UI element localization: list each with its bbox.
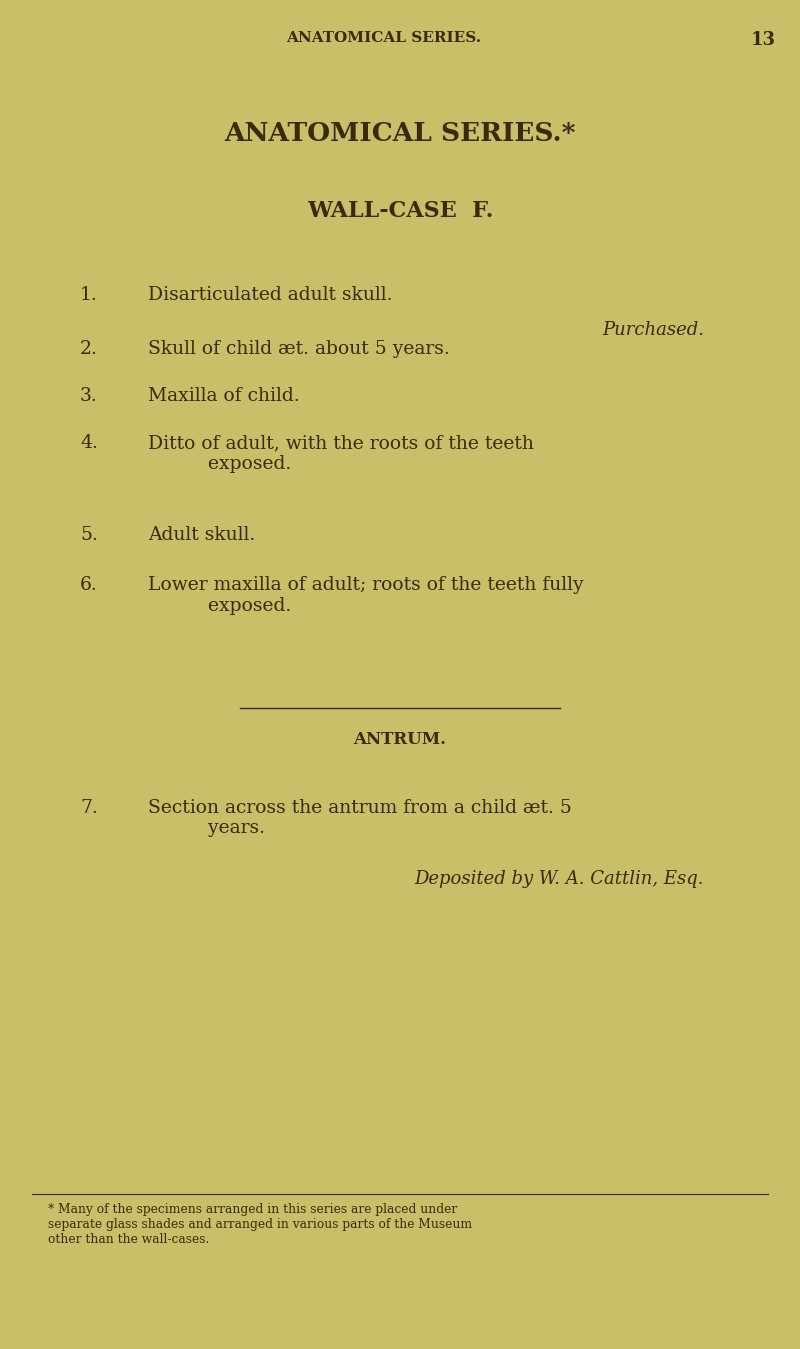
Text: WALL-CASE  F.: WALL-CASE F.	[307, 200, 493, 221]
Text: * Many of the specimens arranged in this series are placed under
separate glass : * Many of the specimens arranged in this…	[48, 1203, 472, 1246]
Text: 3.: 3.	[80, 387, 98, 405]
Text: 2.: 2.	[80, 340, 98, 357]
Text: Section across the antrum from a child æt. 5
          years.: Section across the antrum from a child æ…	[148, 799, 572, 838]
Text: ANATOMICAL SERIES.*: ANATOMICAL SERIES.*	[224, 121, 576, 147]
Text: Lower maxilla of adult; roots of the teeth fully
          exposed.: Lower maxilla of adult; roots of the tee…	[148, 576, 584, 615]
Text: 13: 13	[751, 31, 776, 49]
Text: Adult skull.: Adult skull.	[148, 526, 255, 544]
Text: 1.: 1.	[80, 286, 98, 304]
Text: 7.: 7.	[80, 799, 98, 816]
Text: 5.: 5.	[80, 526, 98, 544]
Text: Disarticulated adult skull.: Disarticulated adult skull.	[148, 286, 393, 304]
Text: Purchased.: Purchased.	[602, 321, 704, 339]
Text: ANATOMICAL SERIES.: ANATOMICAL SERIES.	[286, 31, 482, 45]
Text: ANTRUM.: ANTRUM.	[354, 731, 446, 749]
Text: Skull of child æt. about 5 years.: Skull of child æt. about 5 years.	[148, 340, 450, 357]
Text: Maxilla of child.: Maxilla of child.	[148, 387, 300, 405]
Text: 4.: 4.	[80, 434, 98, 452]
Text: Deposited by W. A. Cattlin, Esq.: Deposited by W. A. Cattlin, Esq.	[414, 870, 704, 888]
Text: 6.: 6.	[80, 576, 98, 594]
Text: Ditto of adult, with the roots of the teeth
          exposed.: Ditto of adult, with the roots of the te…	[148, 434, 534, 473]
